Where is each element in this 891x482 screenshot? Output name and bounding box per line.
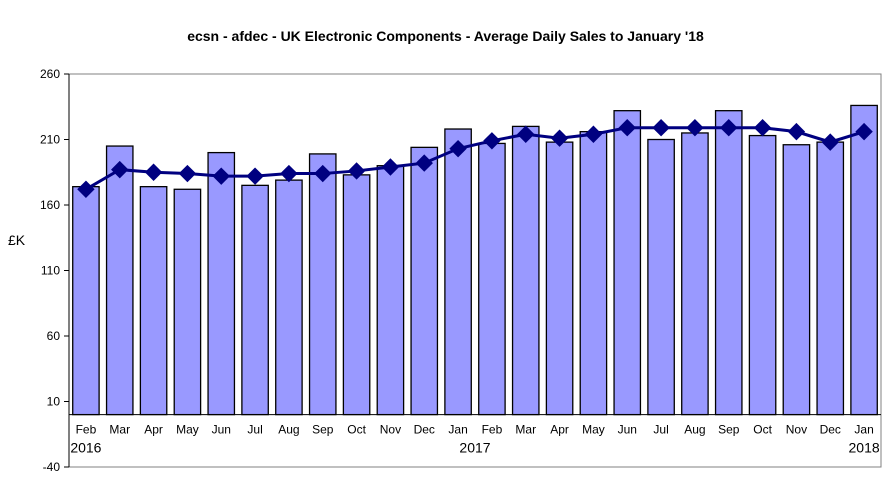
year-label: 2016 xyxy=(70,440,101,456)
bar xyxy=(139,186,168,416)
plot-area: -40 10 60 110 160 210 260 £K Feb Mar Apr May Jun Jul A… xyxy=(8,67,882,474)
y-tick-label: -40 xyxy=(43,460,61,474)
x-tick-label: Sep xyxy=(312,423,334,437)
chart-title: ecsn - afdec - UK Electronic Components … xyxy=(187,28,704,44)
bar xyxy=(681,132,709,416)
x-tick-label: Mar xyxy=(515,423,536,437)
bar xyxy=(207,151,236,416)
y-tick-label: 110 xyxy=(41,264,60,278)
bar xyxy=(72,186,100,416)
x-tick-label: Oct xyxy=(753,423,772,437)
bar xyxy=(613,110,642,416)
bar xyxy=(647,138,675,416)
bar xyxy=(579,130,608,416)
trend-marker xyxy=(753,119,772,137)
bar xyxy=(308,153,337,416)
trend-marker xyxy=(212,167,230,185)
trend-marker xyxy=(652,119,670,137)
x-tick-label: Jul xyxy=(653,423,668,437)
x-tick-label: Jan xyxy=(854,423,873,437)
bar xyxy=(850,104,878,416)
bar xyxy=(173,188,202,416)
y-tick-label: 10 xyxy=(47,395,61,409)
bar xyxy=(478,142,506,416)
trend-marker xyxy=(314,164,332,183)
year-label: 2017 xyxy=(459,440,490,456)
trend-marker xyxy=(280,164,298,183)
x-tick-label: Jan xyxy=(448,423,467,437)
bar xyxy=(714,110,743,416)
trend-marker xyxy=(178,164,197,183)
x-tick-label: Nov xyxy=(380,423,401,437)
x-tick-label: Oct xyxy=(347,423,366,437)
y-tick-label: 260 xyxy=(40,67,60,81)
year-label: 2018 xyxy=(849,440,880,456)
x-tick-label: Apr xyxy=(550,423,569,437)
trend-marker xyxy=(821,133,839,151)
trend-marker xyxy=(144,163,163,181)
y-axis-label: £K xyxy=(8,232,26,248)
trend-marker xyxy=(449,139,467,158)
x-tick-label: Aug xyxy=(684,423,705,437)
trend-marker xyxy=(787,122,806,141)
bar xyxy=(241,184,269,416)
bar xyxy=(748,134,777,416)
x-tick-label: Nov xyxy=(786,423,807,437)
x-tick-label: Dec xyxy=(414,423,435,437)
trend-marker xyxy=(381,158,400,176)
trend-marker xyxy=(550,129,569,147)
trend-line xyxy=(85,126,865,191)
x-tick-label: Feb xyxy=(482,423,503,437)
bar xyxy=(782,144,811,416)
x-tick-label: May xyxy=(176,423,199,437)
x-tick-label: Mar xyxy=(109,423,130,437)
y-tick-label: 210 xyxy=(40,133,60,147)
y-tick-label: 60 xyxy=(47,329,61,343)
bar xyxy=(545,141,574,416)
trend-marker xyxy=(246,167,264,185)
x-tick-label: Jun xyxy=(618,423,637,437)
x-tick-label: Apr xyxy=(144,423,163,437)
y-tick-label: 160 xyxy=(40,198,60,212)
bar xyxy=(275,179,303,416)
x-tick-label: Dec xyxy=(820,423,841,437)
x-tick-label: Sep xyxy=(718,423,740,437)
trend-marker xyxy=(347,162,366,180)
trend-marker xyxy=(686,119,704,137)
x-tick-label: Aug xyxy=(278,423,299,437)
bar xyxy=(511,125,540,416)
bar xyxy=(444,128,472,416)
bar xyxy=(410,146,439,416)
trend-marker xyxy=(517,125,535,143)
bar xyxy=(816,141,845,416)
bar xyxy=(342,174,371,416)
x-tick-label: Jun xyxy=(212,423,231,437)
trend-marker xyxy=(483,132,501,150)
bar xyxy=(376,165,405,416)
trend-marker xyxy=(111,160,129,179)
trend-marker xyxy=(618,119,636,137)
x-tick-label: Feb xyxy=(76,423,97,437)
trend-marker xyxy=(720,119,738,137)
trend-marker xyxy=(584,125,603,143)
trend-marker xyxy=(415,154,433,172)
x-tick-label: Jul xyxy=(247,423,262,437)
trend-marker xyxy=(77,180,95,198)
x-tick-label: May xyxy=(582,423,605,437)
bar xyxy=(105,145,134,416)
trend-marker xyxy=(855,122,873,141)
